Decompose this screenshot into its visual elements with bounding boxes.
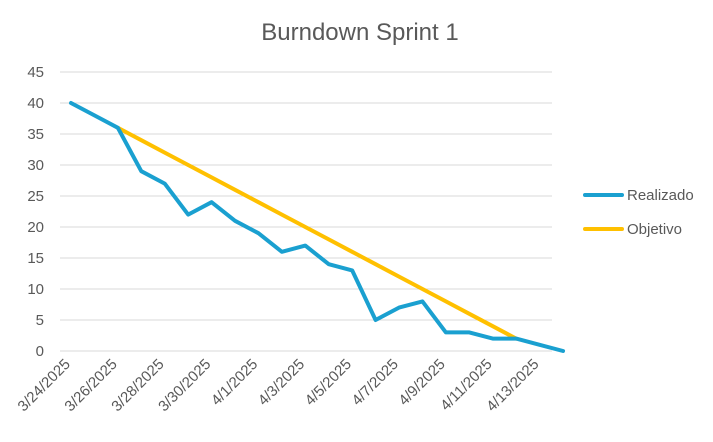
- grid-lines: [60, 71, 552, 352]
- y-tick-label: 40: [27, 95, 44, 112]
- legend-label-objetivo: Objetivo: [627, 221, 682, 238]
- y-tick-label: 35: [27, 126, 44, 143]
- x-axis-ticks: 3/24/20253/26/20253/28/20253/30/20254/1/…: [15, 356, 543, 415]
- y-tick-label: 45: [27, 64, 44, 81]
- series-lines: [69, 101, 566, 353]
- legend-label-realizado: Realizado: [627, 187, 694, 204]
- x-tick-label: 4/7/2025: [349, 356, 402, 409]
- y-tick-label: 20: [27, 219, 44, 236]
- series-line-objetivo: [115, 125, 519, 341]
- x-tick-label: 4/5/2025: [302, 356, 355, 409]
- series-line-realizado: [69, 101, 566, 353]
- y-tick-label: 5: [36, 312, 44, 329]
- y-tick-label: 0: [36, 343, 44, 360]
- legend: Realizado Objetivo: [583, 187, 694, 238]
- y-tick-label: 25: [27, 188, 44, 205]
- x-tick-label: 4/1/2025: [208, 356, 261, 409]
- y-tick-label: 15: [27, 250, 44, 267]
- chart-title: Burndown Sprint 1: [261, 19, 458, 46]
- y-tick-label: 30: [27, 157, 44, 174]
- x-tick-label: 4/3/2025: [255, 356, 308, 409]
- y-tick-label: 10: [27, 281, 44, 298]
- y-axis-ticks: 0 5 10 15 20 25 30 35 40 45: [27, 64, 44, 360]
